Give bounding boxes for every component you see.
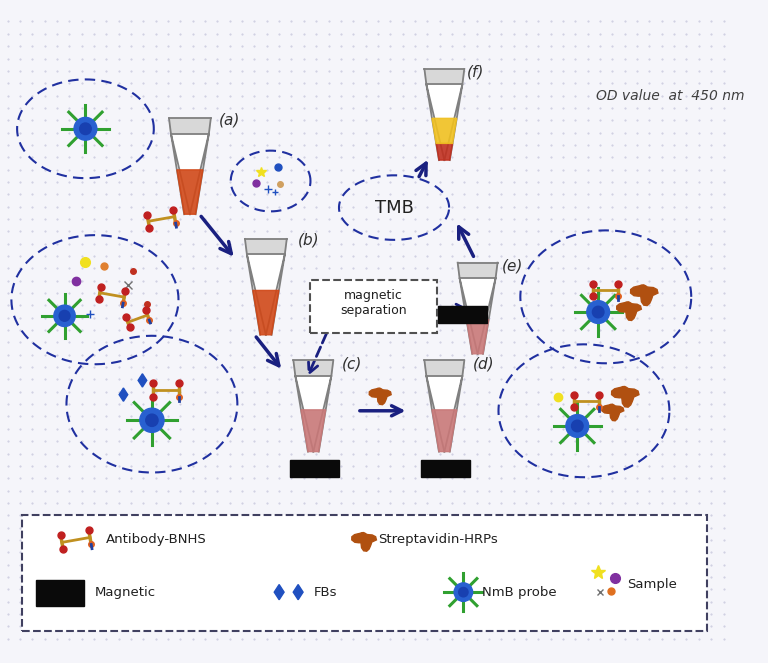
Circle shape xyxy=(146,414,158,426)
FancyBboxPatch shape xyxy=(310,280,437,333)
Polygon shape xyxy=(426,84,462,160)
Text: Antibody-BNHS: Antibody-BNHS xyxy=(106,534,207,546)
Polygon shape xyxy=(245,239,286,254)
Text: NmB probe: NmB probe xyxy=(482,585,557,599)
Polygon shape xyxy=(177,170,203,214)
Text: (b): (b) xyxy=(298,233,319,247)
Polygon shape xyxy=(352,532,376,551)
Circle shape xyxy=(54,305,75,326)
Polygon shape xyxy=(436,143,452,160)
Polygon shape xyxy=(432,118,457,143)
Bar xyxy=(421,460,470,477)
Bar xyxy=(438,306,487,324)
Polygon shape xyxy=(301,410,326,452)
Polygon shape xyxy=(293,361,333,376)
Polygon shape xyxy=(369,388,391,404)
Circle shape xyxy=(140,408,164,432)
Circle shape xyxy=(566,414,589,438)
Circle shape xyxy=(454,583,472,601)
Circle shape xyxy=(571,420,583,432)
Polygon shape xyxy=(631,285,658,306)
Text: (c): (c) xyxy=(342,356,362,371)
Polygon shape xyxy=(169,118,210,133)
Circle shape xyxy=(80,123,91,135)
Circle shape xyxy=(592,306,604,318)
Circle shape xyxy=(74,117,97,140)
Circle shape xyxy=(458,587,468,597)
Circle shape xyxy=(587,300,610,324)
Polygon shape xyxy=(611,387,639,407)
Polygon shape xyxy=(466,320,488,354)
Polygon shape xyxy=(274,585,284,600)
Polygon shape xyxy=(247,254,285,335)
Polygon shape xyxy=(459,278,495,354)
Text: (a): (a) xyxy=(218,112,240,127)
Text: Sample: Sample xyxy=(627,578,677,591)
Polygon shape xyxy=(425,69,465,84)
Polygon shape xyxy=(426,376,462,452)
Text: (d): (d) xyxy=(473,356,495,371)
Text: (e): (e) xyxy=(502,259,523,273)
Bar xyxy=(290,460,339,477)
Polygon shape xyxy=(617,302,641,320)
Polygon shape xyxy=(171,133,209,214)
Text: (f): (f) xyxy=(467,64,485,80)
Polygon shape xyxy=(458,263,498,278)
Text: Streptavidin-HRPs: Streptavidin-HRPs xyxy=(378,534,498,546)
Text: FBs: FBs xyxy=(313,585,337,599)
Polygon shape xyxy=(425,361,465,376)
Text: TMB: TMB xyxy=(375,199,413,217)
Polygon shape xyxy=(296,376,331,452)
Text: OD value  at  450 nm: OD value at 450 nm xyxy=(596,89,745,103)
Polygon shape xyxy=(293,585,303,600)
Circle shape xyxy=(59,310,70,322)
Text: Magnetic: Magnetic xyxy=(95,585,156,599)
Text: magnetic
separation: magnetic separation xyxy=(340,288,406,316)
Polygon shape xyxy=(138,374,147,387)
FancyBboxPatch shape xyxy=(22,515,707,631)
Polygon shape xyxy=(602,404,624,421)
Bar xyxy=(36,580,84,607)
Polygon shape xyxy=(119,388,127,401)
Polygon shape xyxy=(253,290,279,335)
Polygon shape xyxy=(432,410,457,452)
